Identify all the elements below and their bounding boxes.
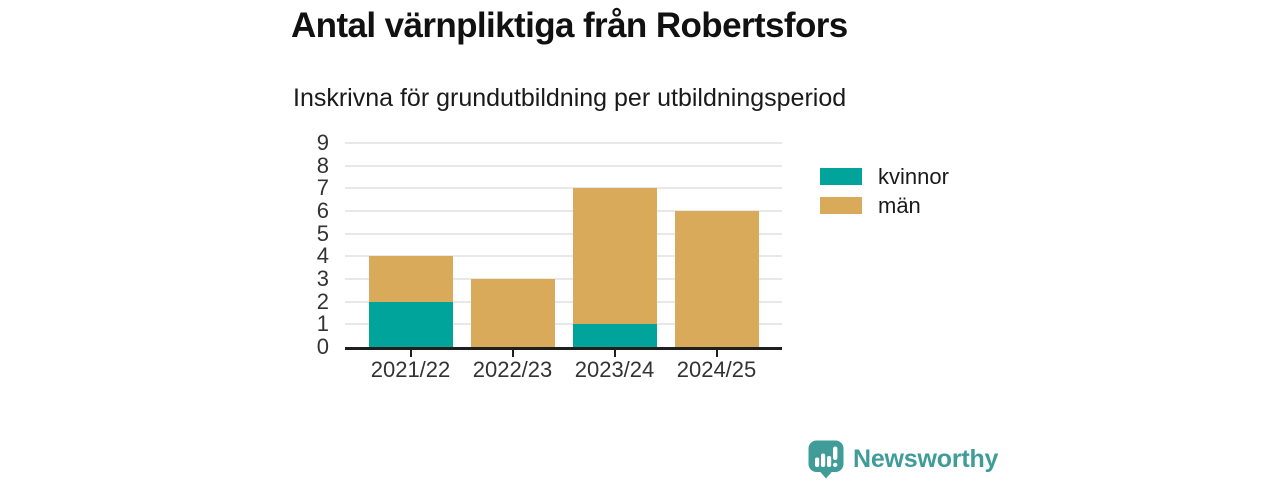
bar-segment-män — [572, 188, 657, 325]
legend-label: kvinnor — [878, 164, 949, 189]
gridline — [345, 187, 782, 190]
bar-segment-män — [674, 211, 759, 347]
gridline — [345, 255, 782, 258]
newsworthy-logo-text: Newsworthy — [853, 445, 999, 473]
gridline — [345, 142, 782, 144]
bar-segment-kvinnor — [368, 301, 453, 347]
gridline — [345, 323, 782, 326]
y-axis-tick-label: 7 — [316, 175, 329, 201]
y-axis-tick-label: 9 — [316, 130, 329, 155]
gridline — [345, 278, 782, 280]
y-axis-tick-label: 3 — [316, 266, 329, 291]
x-axis-category-label: 2023/24 — [574, 357, 655, 382]
bar-segment-män — [470, 279, 555, 347]
newsworthy-logo: Newsworthy — [807, 440, 998, 479]
x-axis-category-label: 2022/23 — [472, 357, 553, 382]
legend-swatch — [820, 197, 862, 214]
chart-title: Antal värnpliktiga från Robertsfors — [291, 6, 848, 45]
y-axis-tick-label: 5 — [316, 220, 329, 246]
chart-subtitle: Inskrivna för grundutbildning per utbild… — [293, 84, 847, 112]
gridline — [345, 210, 782, 212]
x-axis: 2021/22 2022/23 2023/24 2024/25 — [345, 356, 782, 386]
plot-area — [345, 142, 782, 357]
y-axis-tick-label: 2 — [316, 288, 329, 314]
x-axis-tick — [409, 350, 412, 357]
x-axis-tick — [613, 350, 616, 357]
legend-item-män: män — [820, 193, 949, 218]
legend: kvinnor män — [820, 164, 949, 222]
legend-label: män — [878, 193, 921, 218]
y-axis-tick-label: 0 — [316, 334, 329, 359]
x-axis-tick — [511, 350, 514, 357]
x-axis-line — [345, 347, 782, 350]
newsworthy-icon — [808, 440, 844, 479]
bar-segment-män — [368, 256, 453, 302]
x-axis-category-label: 2024/25 — [676, 357, 757, 382]
gridline — [345, 300, 782, 303]
y-axis-tick-label: 1 — [316, 311, 329, 337]
x-axis-category-label: 2021/22 — [370, 357, 451, 382]
y-axis-tick-label: 8 — [316, 152, 329, 178]
legend-item-kvinnor: kvinnor — [820, 164, 949, 189]
bar-segment-kvinnor — [572, 324, 657, 347]
y-axis-tick-label: 6 — [316, 198, 329, 223]
y-axis-tick-label: 4 — [316, 243, 329, 269]
gridline — [345, 232, 782, 235]
gridline — [345, 164, 782, 167]
legend-swatch — [820, 168, 862, 185]
x-axis-tick — [715, 350, 718, 357]
